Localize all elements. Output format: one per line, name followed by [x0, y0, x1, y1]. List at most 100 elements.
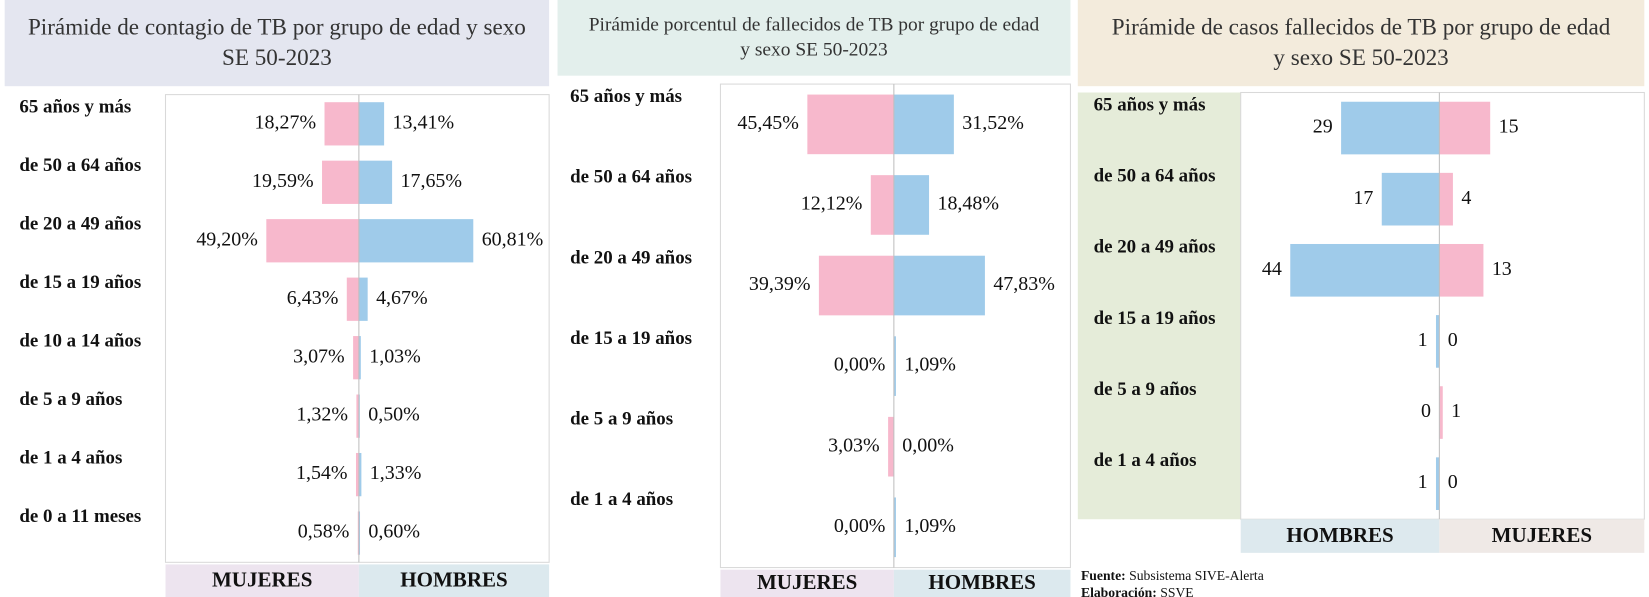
category-label: de 20 a 49 años: [570, 247, 692, 268]
plot-area: [719, 83, 1071, 569]
credit-label: Elaboración:: [1081, 585, 1157, 597]
bar: [1290, 243, 1440, 297]
source: Subsistema SIVE-Alerta: [1129, 568, 1264, 583]
value-label: 0: [1448, 329, 1458, 351]
value-label: 0,00%: [834, 354, 886, 376]
legend-label: MUJERES: [1492, 523, 1592, 547]
category-label: de 10 a 14 años: [19, 330, 141, 351]
category-label: de 1 a 4 años: [19, 447, 122, 468]
value-label: 1,32%: [296, 404, 348, 426]
value-label: 1,03%: [369, 345, 421, 367]
bar: [358, 511, 361, 555]
category-label: de 1 a 4 años: [1094, 450, 1197, 471]
bar: [266, 219, 359, 263]
value-label: 1: [1418, 329, 1428, 351]
category-label: de 15 a 19 años: [19, 272, 141, 293]
chart-title: Pirámide de casos fallecidos de TB por g…: [1111, 14, 1611, 71]
legend-box: [893, 569, 1071, 597]
bar: [358, 277, 368, 321]
bar: [893, 497, 896, 558]
bar: [355, 452, 359, 497]
category-label: de 5 a 9 años: [1094, 379, 1197, 400]
category-label: de 50 a 64 años: [1094, 166, 1216, 187]
bar: [893, 94, 954, 155]
value-label: 0: [1448, 471, 1458, 493]
category-label: de 50 a 64 años: [570, 167, 692, 188]
legend-label: HOMBRES: [928, 570, 1035, 594]
category-label: de 20 a 49 años: [1094, 237, 1216, 258]
value-label: 1,09%: [904, 515, 956, 537]
value-label: 0,00%: [902, 434, 954, 456]
title: Pirámide de contagio de TB por grupo de …: [27, 14, 526, 71]
value-label: 3,03%: [828, 434, 880, 456]
legend-box: [165, 564, 359, 597]
category-label: de 50 a 64 años: [19, 155, 141, 176]
value-label: 1: [1418, 471, 1428, 493]
value-label: 1: [1451, 400, 1461, 422]
bar: [1439, 172, 1453, 226]
category-label: 65 años y más: [1094, 95, 1206, 116]
bar: [807, 94, 894, 155]
value-label: 49,20%: [196, 228, 258, 250]
bar: [356, 394, 359, 438]
value-label: 31,52%: [962, 112, 1024, 134]
bar: [346, 277, 359, 321]
plot-area: [1240, 91, 1645, 520]
value-label: 17,65%: [400, 170, 462, 192]
category-label: de 0 a 11 meses: [19, 506, 141, 527]
value-label: 15: [1499, 116, 1519, 138]
bar: [870, 175, 894, 235]
credit: SSVE: [1160, 585, 1193, 597]
value-label: 3,07%: [293, 345, 345, 367]
bar: [818, 255, 894, 316]
title: Pirámide porcentul de fallecidos de TB p…: [589, 15, 1040, 61]
bar: [358, 160, 393, 204]
value-label: 39,39%: [749, 273, 811, 295]
value-label: 13,41%: [393, 111, 455, 133]
title-background: [557, 0, 1071, 76]
bar: [1341, 101, 1440, 155]
footer-credit: Elaboración: SSVE: [1081, 585, 1194, 597]
bar: [1439, 243, 1484, 297]
value-label: 18,48%: [937, 193, 999, 215]
category-label: de 5 a 9 años: [19, 389, 122, 410]
value-label: 0,60%: [368, 521, 420, 543]
category-label: de 20 a 49 años: [19, 214, 141, 235]
value-label: 0,00%: [834, 515, 886, 537]
value-label: 1,33%: [370, 462, 422, 484]
bar: [322, 160, 359, 204]
value-label: 1,54%: [296, 462, 348, 484]
value-label: 4,67%: [376, 287, 428, 309]
bar: [324, 102, 359, 146]
legend-label: MUJERES: [757, 570, 857, 594]
title-background: [1077, 0, 1645, 87]
category-label: 65 años y más: [19, 97, 131, 118]
chart-title: Pirámide de contagio de TB por grupo de …: [27, 14, 526, 71]
bar: [893, 175, 930, 235]
bar: [358, 219, 474, 263]
legend-label: MUJERES: [212, 568, 312, 592]
value-label: 6,43%: [287, 287, 339, 309]
value-label: 0,58%: [298, 521, 350, 543]
bar: [893, 336, 896, 396]
bar: [1381, 172, 1440, 226]
category-label: 65 años y más: [570, 86, 682, 107]
title-background: [4, 0, 550, 87]
value-label: 44: [1262, 258, 1282, 280]
value-label: 18,27%: [255, 111, 317, 133]
bar: [1439, 386, 1443, 439]
footer-source: Fuente: Subsistema SIVE-Alerta: [1081, 568, 1264, 583]
legend-label: HOMBRES: [400, 568, 507, 592]
value-label: 13: [1492, 258, 1512, 280]
legend-label: HOMBRES: [1286, 523, 1393, 547]
bar: [358, 336, 361, 380]
bar: [358, 452, 362, 497]
value-label: 47,83%: [993, 273, 1055, 295]
legend-box: [1240, 519, 1440, 553]
value-label: 1,09%: [904, 354, 956, 376]
bar: [1435, 457, 1440, 510]
bar: [1439, 101, 1491, 155]
category-label: de 5 a 9 años: [570, 408, 673, 429]
value-label: 17: [1353, 187, 1373, 209]
